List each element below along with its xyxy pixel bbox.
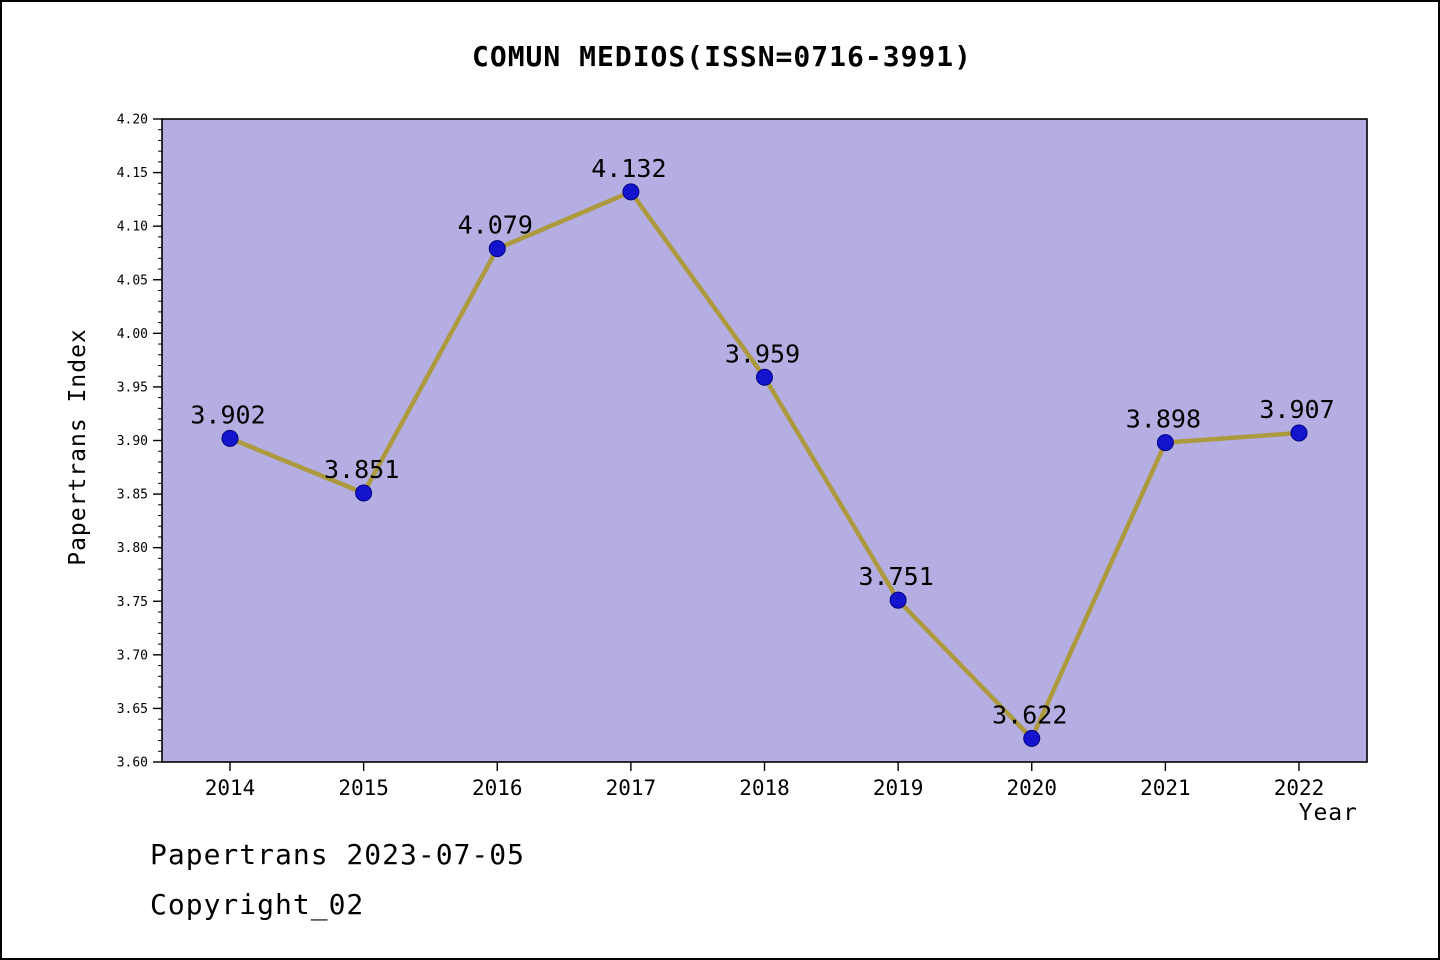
data-point	[1023, 729, 1041, 747]
y-tick-label: 4.20	[117, 113, 148, 128]
x-tick-label: 2018	[739, 776, 790, 800]
data-point	[355, 484, 373, 502]
y-tick-label: 3.60	[117, 756, 148, 771]
data-label: 3.751	[858, 562, 933, 591]
chart-title: COMUN MEDIOS(ISSN=0716-3991)	[471, 40, 972, 73]
x-tick-label: 2017	[606, 776, 657, 800]
data-label: 3.907	[1259, 395, 1334, 424]
y-tick-label: 3.70	[117, 648, 148, 663]
y-tick-label: 3.65	[117, 702, 148, 717]
y-tick-label: 4.15	[117, 166, 148, 181]
x-tick-label: 2014	[205, 776, 256, 800]
data-point	[221, 429, 239, 447]
data-point	[756, 368, 773, 386]
data-label: 3.622	[992, 700, 1067, 729]
y-tick-label: 3.80	[117, 541, 148, 556]
footer-date: Papertrans 2023-07-05	[150, 838, 526, 871]
data-label: 3.959	[725, 339, 800, 368]
data-label: 4.079	[458, 211, 533, 240]
x-tick-label: 2019	[873, 776, 924, 800]
data-label: 4.132	[591, 154, 666, 183]
y-axis-label: Papertrans Index	[65, 328, 91, 566]
data-point	[1156, 434, 1174, 452]
x-tick-label: 2016	[472, 776, 523, 800]
data-point	[1290, 424, 1308, 442]
data-point	[622, 183, 640, 201]
data-label: 3.902	[190, 400, 265, 429]
footer-copyright: Copyright_02	[150, 888, 365, 921]
data-point	[889, 591, 907, 609]
y-tick-label: 3.90	[117, 434, 148, 449]
y-tick-label: 4.05	[117, 273, 148, 288]
y-tick-label: 3.75	[117, 595, 148, 610]
y-tick-label: 4.00	[117, 327, 148, 342]
x-tick-label: 2021	[1140, 776, 1191, 800]
x-tick-label: 2015	[338, 776, 389, 800]
y-tick-label: 3.95	[117, 380, 148, 395]
data-label: 3.851	[324, 455, 399, 484]
y-tick-label: 3.85	[117, 488, 148, 503]
x-tick-label: 2020	[1006, 776, 1057, 800]
data-point	[488, 240, 506, 258]
x-axis-label: Year	[1298, 800, 1358, 826]
data-label: 3.898	[1126, 405, 1201, 434]
y-tick-label: 4.10	[117, 220, 148, 235]
x-tick-label: 2022	[1274, 776, 1325, 800]
